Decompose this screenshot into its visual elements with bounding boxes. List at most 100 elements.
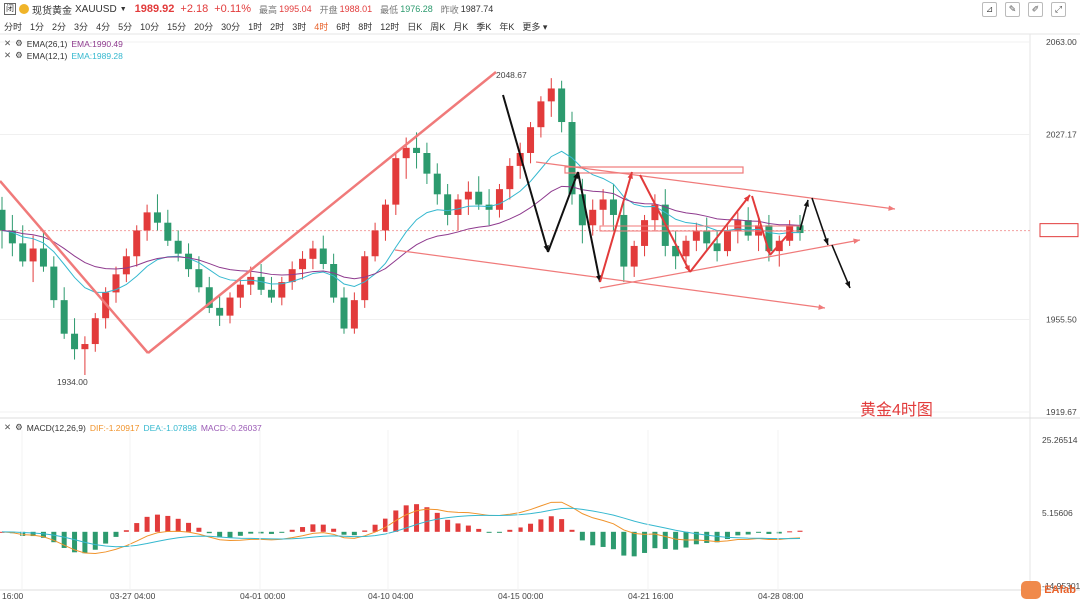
timeframe-13[interactable]: 4时 (314, 21, 329, 32)
timeframe-12[interactable]: 3时 (292, 21, 307, 32)
fullscreen-icon[interactable]: ⤢ (1051, 2, 1066, 17)
macd-bar (403, 505, 409, 532)
indicator-icon[interactable]: ⊿ (982, 2, 997, 17)
macd-bar (341, 531, 347, 535)
lower-channel-head (818, 304, 825, 310)
candle-body (703, 230, 711, 244)
timeframe-10[interactable]: 1时 (248, 21, 263, 32)
timeframe-9[interactable]: 30分 (221, 21, 241, 32)
macd-bar (248, 531, 254, 534)
timeframe-7[interactable]: 15分 (167, 21, 187, 32)
macd-bar (258, 531, 264, 534)
open-label: 开盘 (319, 4, 338, 15)
x-tick-label: 04-10 04:00 (368, 591, 414, 601)
macd-bar (600, 531, 606, 547)
symbol-selector[interactable]: 闭 现货黄金 XAUUSD ▼ (4, 2, 127, 17)
macd-bar (206, 531, 212, 534)
settings-icon[interactable]: ⚙ (15, 50, 23, 60)
candle-body (299, 258, 307, 270)
upper-channel (535, 161, 896, 210)
timeframe-22[interactable]: 更多 ▾ (522, 21, 548, 32)
draw-icon[interactable]: ✎ (1005, 2, 1020, 17)
candle-body (0, 209, 6, 231)
timeframe-6[interactable]: 10分 (140, 21, 160, 32)
settings-icon[interactable]: ⚙ (15, 422, 23, 432)
candle-body (641, 220, 649, 246)
macd-bar (631, 531, 637, 557)
edit-icon[interactable]: ✐ (1028, 2, 1043, 17)
candle-body (8, 230, 16, 244)
close-icon[interactable]: ✕ (4, 422, 12, 432)
candle-body (60, 300, 68, 334)
ema12-legend: ✕ ⚙ EMA(12,1) EMA:1989.28 (4, 50, 123, 61)
candle-body (371, 230, 379, 257)
price-change-pct: +0.11% (214, 3, 252, 15)
candle-body (495, 189, 503, 210)
close-icon[interactable]: ✕ (4, 50, 12, 60)
black-wave-head (543, 245, 549, 252)
y-tick-label: 2063.00 (1046, 37, 1077, 47)
macd-bar (351, 531, 357, 536)
candle-body (723, 230, 731, 252)
timeframe-11[interactable]: 2时 (270, 21, 285, 32)
timeframe-8[interactable]: 20分 (194, 21, 214, 32)
timeframe-0[interactable]: 分时 (4, 21, 23, 32)
price-change: +2.18 (180, 3, 209, 15)
timeframe-5[interactable]: 5分 (118, 21, 133, 32)
resistance-box (564, 166, 744, 174)
macd-bar (714, 531, 720, 543)
timeframe-18[interactable]: 周K (430, 21, 446, 32)
close-icon[interactable]: ✕ (4, 38, 12, 48)
red-wave (599, 171, 633, 283)
macd-bar (268, 531, 274, 534)
candle-body (39, 248, 47, 267)
timeframe-1[interactable]: 1分 (30, 21, 45, 32)
gold-coin-icon (19, 4, 29, 14)
timeframe-4[interactable]: 4分 (96, 21, 111, 32)
candle-body (672, 245, 680, 257)
candle-body (122, 256, 130, 275)
macd-bar (476, 528, 482, 532)
ema12-name: EMA(12,1) (26, 50, 68, 61)
timeframe-2[interactable]: 2分 (52, 21, 67, 32)
macd-bar (569, 529, 575, 532)
ema26-name: EMA(26,1) (26, 38, 68, 49)
timeframe-3[interactable]: 3分 (74, 21, 89, 32)
candle-body (50, 266, 58, 301)
settings-icon[interactable]: ⚙ (15, 38, 23, 48)
macd-bar (82, 531, 88, 554)
black-wave (502, 94, 549, 253)
macd-bar (673, 531, 679, 550)
timeframe-19[interactable]: 月K (453, 21, 469, 32)
macd-bar (693, 531, 699, 545)
timeframe-20[interactable]: 季K (476, 21, 492, 32)
x-tick-label: 04-21 16:00 (628, 591, 674, 601)
black-wave (577, 171, 601, 283)
candle-body (661, 204, 669, 246)
candle-body (485, 204, 493, 210)
red-wave (639, 174, 691, 273)
candle-body (713, 243, 721, 252)
macd-tick-label: 25.26514 (1042, 435, 1078, 445)
timeframe-16[interactable]: 12时 (380, 21, 400, 32)
macd-bar (735, 531, 741, 536)
macd-bar (745, 531, 751, 535)
timeframe-14[interactable]: 6时 (336, 21, 351, 32)
candle-body (174, 240, 182, 254)
candle-body (433, 173, 441, 195)
candle-body (19, 243, 27, 262)
candle-body (153, 212, 161, 223)
timeframe-17[interactable]: 日K (407, 21, 423, 32)
candle-body (454, 199, 462, 215)
forecast-arrow (831, 244, 851, 289)
candle-body (796, 225, 804, 234)
candle-body (340, 297, 348, 329)
trend-line (0, 180, 149, 354)
candle-body (547, 88, 555, 102)
timeframe-15[interactable]: 8时 (358, 21, 373, 32)
chevron-down-icon[interactable]: ▼ (119, 5, 127, 13)
candle-body (247, 276, 255, 285)
candle-body (257, 276, 265, 290)
timeframe-21[interactable]: 年K (499, 21, 515, 32)
